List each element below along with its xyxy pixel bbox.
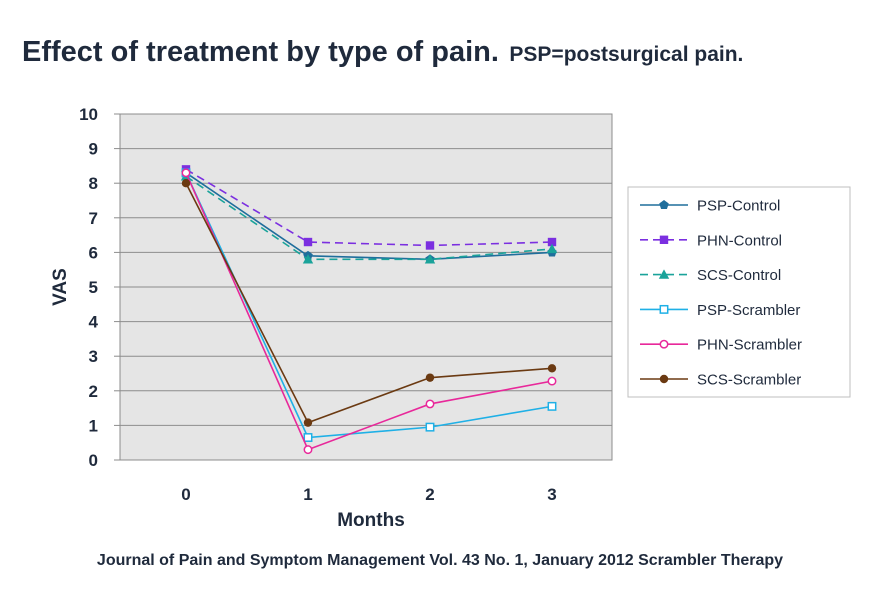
y-tick-label: 8 — [89, 174, 98, 193]
data-point — [424, 254, 436, 264]
data-point — [547, 376, 557, 386]
data-point — [303, 237, 313, 247]
data-point — [425, 373, 435, 382]
data-point — [303, 445, 313, 455]
legend-label: PHN-Control — [697, 232, 782, 249]
data-point — [425, 399, 435, 409]
legend-marker — [659, 304, 669, 314]
legend-item: PSP-Scrambler — [640, 302, 800, 319]
y-tick-label: 5 — [89, 278, 98, 297]
chart-title: Effect of treatment by type of pain. — [22, 36, 499, 68]
legend-marker — [659, 235, 669, 244]
series-line — [185, 182, 553, 424]
legend-box — [627, 186, 851, 398]
series-scs-scrambler — [181, 179, 557, 427]
data-point — [425, 422, 435, 432]
data-point — [303, 418, 313, 427]
y-axis-label: VAS — [50, 268, 71, 306]
legend-marker — [658, 269, 670, 279]
legend-marker — [659, 339, 669, 349]
data-point — [547, 364, 557, 373]
data-point — [302, 254, 314, 264]
legend-label: SCS-Control — [697, 267, 781, 284]
legend-item: PSP-Control — [640, 198, 780, 215]
legend-marker — [659, 200, 669, 210]
series-line — [185, 172, 553, 439]
series-line — [185, 175, 553, 261]
grid-lines — [120, 148, 612, 426]
y-tick-label: 10 — [79, 105, 98, 124]
x-tick-label: 3 — [547, 485, 556, 504]
y-tick-label: 9 — [89, 140, 98, 159]
legend-marker — [659, 374, 669, 384]
x-tick-label: 0 — [181, 485, 190, 504]
data-point — [181, 179, 191, 188]
series-line — [185, 172, 553, 451]
legend: PSP-Control PHN-Control SCS-Control PSP-Scr… — [627, 186, 851, 398]
source-footer: Journal of Pain and Symptom Management V… — [96, 552, 784, 569]
legend-label: PSP-Scrambler — [697, 302, 800, 319]
y-axis-ticks: 0 1 2 3 4 5 6 7 8 9 10 — [79, 105, 120, 470]
x-tick-label: 1 — [303, 485, 312, 504]
x-axis-ticks: 0 1 2 3 — [181, 485, 556, 504]
legend-label: PSP-Control — [697, 198, 780, 215]
series-layer — [180, 165, 558, 455]
y-tick-label: 2 — [89, 382, 98, 401]
y-tick-label: 3 — [89, 347, 98, 366]
y-tick-label: 7 — [89, 209, 98, 228]
x-tick-label: 2 — [425, 485, 434, 504]
data-point — [546, 243, 558, 254]
x-axis-label: Months — [337, 510, 405, 531]
y-tick-label: 1 — [89, 416, 98, 435]
chart-subtitle: PSP=postsurgical pain. — [509, 43, 744, 66]
y-tick-label: 6 — [89, 243, 98, 262]
series-line — [185, 168, 553, 247]
legend-item: PHN-Control — [640, 232, 782, 249]
data-point — [547, 237, 557, 247]
legend-item: SCS-Scrambler — [640, 372, 801, 389]
legend-item: SCS-Control — [640, 267, 781, 284]
data-point — [547, 401, 557, 411]
y-tick-label: 0 — [89, 451, 98, 470]
series-phn-scrambler — [181, 168, 557, 455]
data-point — [181, 168, 191, 178]
data-point — [425, 241, 435, 250]
legend-item: PHN-Scrambler — [640, 337, 802, 354]
legend-label: SCS-Scrambler — [697, 372, 801, 389]
y-tick-label: 4 — [89, 313, 99, 332]
legend-label: PHN-Scrambler — [697, 337, 802, 354]
series-line — [185, 172, 553, 261]
data-point — [303, 433, 313, 442]
chart-title-row: Effect of treatment by type of pain. PSP… — [22, 36, 743, 69]
